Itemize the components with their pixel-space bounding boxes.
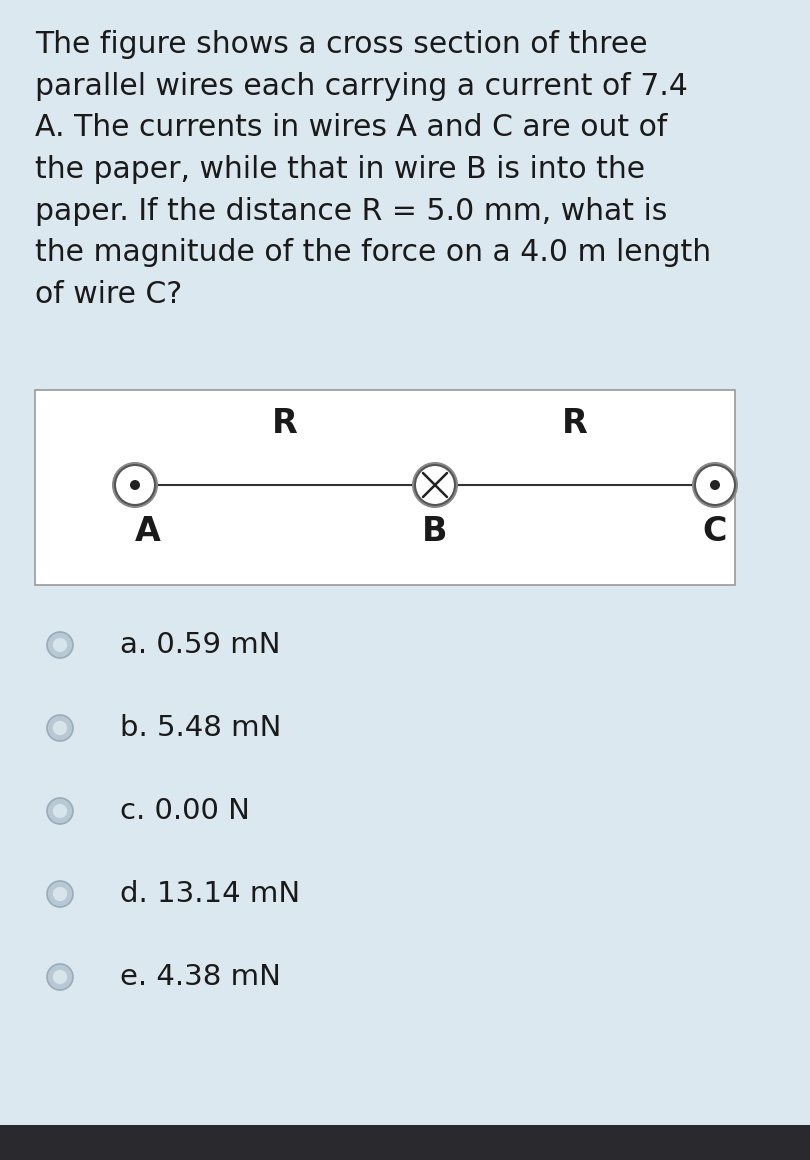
Circle shape [415, 465, 455, 505]
Circle shape [115, 465, 155, 505]
Text: C: C [703, 515, 727, 548]
Bar [35, 390, 735, 585]
Text: A: A [135, 515, 161, 548]
Text: c. 0.00 N: c. 0.00 N [120, 797, 249, 825]
Circle shape [47, 798, 73, 824]
Circle shape [53, 970, 67, 984]
Bar [0, 1125, 810, 1160]
Circle shape [47, 632, 73, 658]
Circle shape [692, 462, 738, 508]
Circle shape [47, 964, 73, 989]
Circle shape [130, 480, 140, 490]
Text: B: B [422, 515, 448, 548]
Circle shape [53, 638, 67, 652]
Text: R: R [562, 407, 588, 440]
Circle shape [53, 720, 67, 735]
Circle shape [53, 804, 67, 818]
Circle shape [412, 462, 458, 508]
Circle shape [53, 887, 67, 901]
Text: R: R [272, 407, 298, 440]
Text: a. 0.59 mN: a. 0.59 mN [120, 631, 280, 659]
Circle shape [47, 715, 73, 741]
Circle shape [47, 880, 73, 907]
Circle shape [112, 462, 158, 508]
Circle shape [695, 465, 735, 505]
Text: b. 5.48 mN: b. 5.48 mN [120, 715, 281, 742]
Text: d. 13.14 mN: d. 13.14 mN [120, 880, 301, 908]
Text: e. 4.38 mN: e. 4.38 mN [120, 963, 281, 991]
Text: The figure shows a cross section of three
parallel wires each carrying a current: The figure shows a cross section of thre… [35, 30, 711, 309]
Circle shape [710, 480, 720, 490]
